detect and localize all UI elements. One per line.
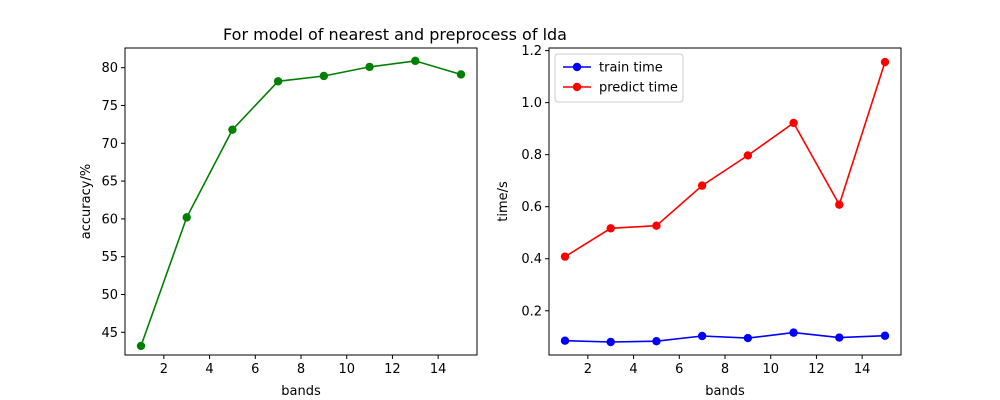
plot-frame [124, 47, 478, 356]
data-point [411, 56, 420, 66]
data-point [273, 77, 283, 86]
y-tick-label: 60 [101, 212, 118, 227]
y-tick-label: 80 [101, 61, 118, 76]
data-point [182, 213, 191, 222]
x-tick-label: 8 [297, 362, 305, 377]
legend-swatch-marker [572, 82, 582, 92]
y-tick-label: 0.2 [521, 304, 542, 319]
y-axis-label: accuracy/% [79, 164, 94, 239]
accuracy-chart: 2 4 6 8 10 12 14 45 50 55 60 65 70 75 80 bands accuracy/… [79, 47, 478, 399]
data-point [835, 200, 844, 209]
data-point [456, 70, 466, 79]
data-point [789, 328, 798, 337]
data-point [365, 62, 374, 72]
data-point [606, 224, 615, 233]
data-point [560, 336, 570, 345]
data-point [789, 118, 798, 128]
data-point [743, 333, 753, 343]
data-point [652, 337, 661, 346]
y-tick-label: 0.4 [521, 252, 542, 267]
y-tick-label: 0.8 [521, 148, 542, 163]
series-line [564, 61, 886, 258]
y-tick-label: 75 [101, 99, 118, 114]
series-line [564, 331, 886, 343]
x-tick-label: 12 [808, 362, 825, 377]
x-tick-label: 6 [675, 362, 683, 377]
y-tick-label: 0.6 [521, 200, 542, 215]
x-tick-label: 14 [430, 362, 447, 377]
y-tick-label: 1.2 [521, 44, 542, 59]
y-tick-label: 1.0 [521, 96, 542, 111]
x-tick-label: 14 [854, 362, 871, 377]
data-point [697, 181, 707, 190]
legend-frame [554, 53, 684, 103]
data-point [880, 57, 890, 67]
y-tick-label: 70 [101, 137, 118, 152]
data-point [835, 333, 844, 342]
legend-label: train time [599, 61, 663, 76]
data-point [880, 331, 890, 340]
x-tick-label: 8 [721, 362, 729, 377]
x-axis-label: bands [281, 384, 321, 399]
data-point [136, 341, 146, 351]
data-point [228, 125, 237, 134]
x-axis-label: bands [705, 384, 745, 399]
series-line [140, 60, 462, 347]
plot-frame [548, 47, 902, 356]
legend-label: predict time [599, 81, 678, 96]
legend: train time predict time [554, 53, 684, 103]
data-point [606, 337, 615, 347]
y-axis-label: time/s [496, 181, 511, 222]
data-point [652, 221, 661, 230]
y-tick-label: 55 [101, 250, 118, 265]
data-point [560, 252, 570, 261]
x-tick-label: 4 [205, 362, 213, 377]
figure-title: For model of nearest and preprocess of l… [223, 25, 567, 44]
x-tick-label: 10 [338, 362, 355, 377]
y-tick-label: 45 [101, 326, 118, 341]
y-tick-label: 65 [101, 175, 118, 190]
y-tick-label: 50 [101, 288, 118, 303]
x-tick-label: 4 [629, 362, 637, 377]
x-tick-label: 12 [384, 362, 401, 377]
x-tick-label: 10 [762, 362, 779, 377]
x-tick-label: 2 [160, 362, 168, 377]
x-tick-label: 2 [584, 362, 592, 377]
data-point [697, 331, 707, 341]
data-point [743, 151, 753, 160]
data-point [319, 71, 329, 81]
x-tick-label: 6 [251, 362, 259, 377]
time-chart: 2 4 6 8 10 12 14 0.2 0.4 0.6 0.8 1.0 1.2 bands time/s t… [496, 44, 902, 399]
legend-swatch-marker [572, 62, 582, 72]
